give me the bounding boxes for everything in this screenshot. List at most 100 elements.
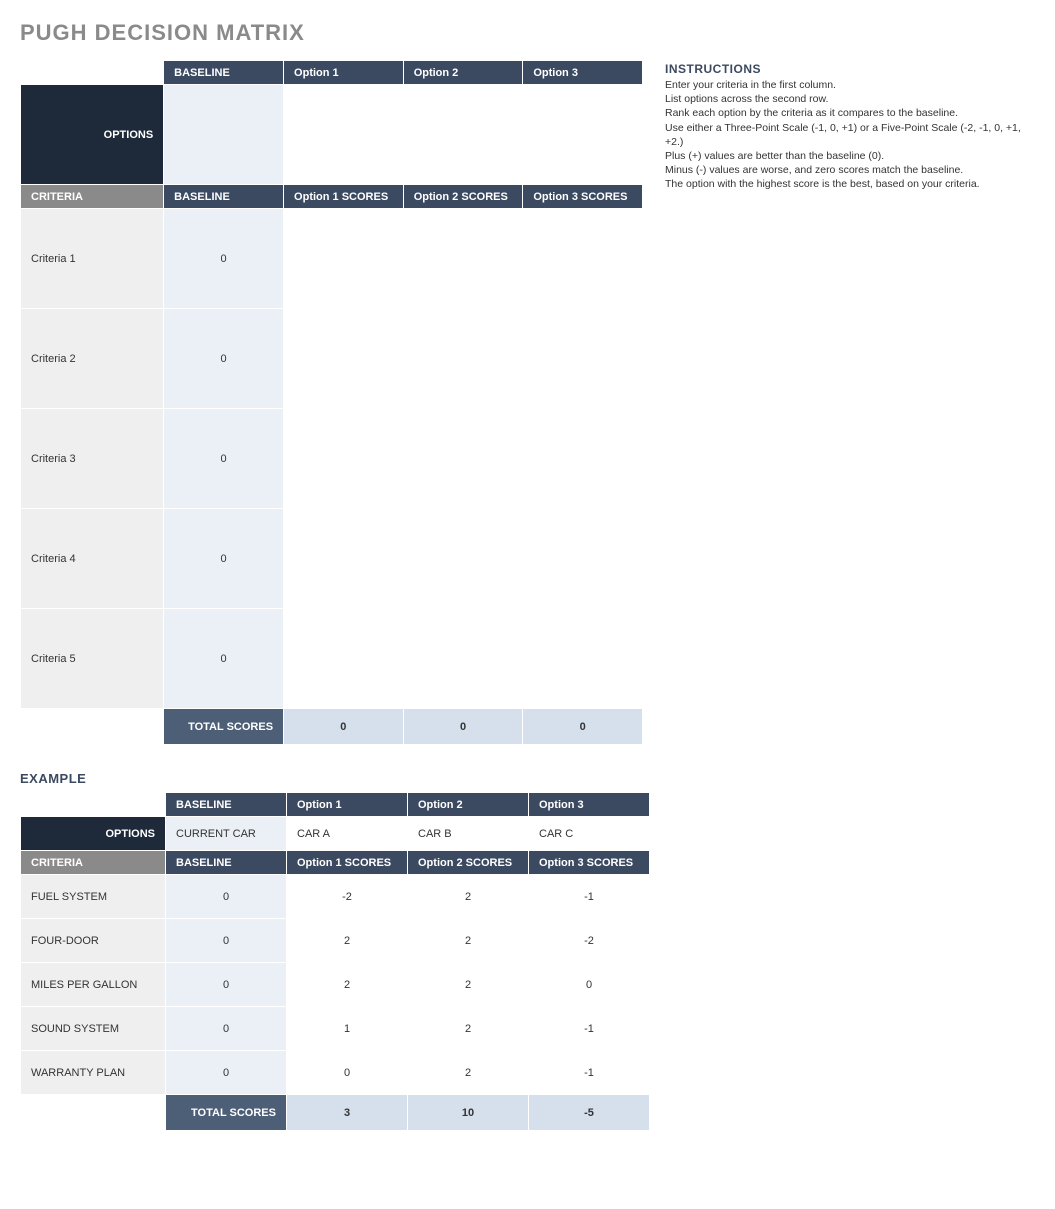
ex-criteria-baseline: 0 [166, 1007, 287, 1051]
criteria-label[interactable]: Criteria 1 [21, 209, 164, 309]
ex-criteria-score: -1 [529, 875, 650, 919]
ex-option-value-1: CAR A [287, 817, 408, 851]
blank-cell [21, 61, 164, 85]
criteria-score[interactable] [403, 609, 523, 709]
criteria-baseline: 0 [164, 309, 284, 409]
ex-option-value-3: CAR C [529, 817, 650, 851]
ex-criteria-baseline: 0 [166, 963, 287, 1007]
instructions-line: The option with the highest score is the… [665, 177, 1035, 191]
instructions-panel: INSTRUCTIONS Enter your criteria in the … [665, 62, 1035, 191]
blank-cell [21, 793, 166, 817]
criteria-label[interactable]: Criteria 5 [21, 609, 164, 709]
ex-score-header-2: Option 2 SCORES [408, 851, 529, 875]
criteria-score[interactable] [284, 409, 404, 509]
criteria-header: CRITERIA [21, 185, 164, 209]
criteria-score[interactable] [403, 209, 523, 309]
criteria-score[interactable] [523, 509, 643, 609]
criteria-score[interactable] [403, 309, 523, 409]
main-matrix: BASELINE Option 1 Option 2 Option 3 OPTI… [20, 60, 643, 745]
ex-criteria-score: 0 [287, 1051, 408, 1095]
ex-options-label: OPTIONS [21, 817, 166, 851]
ex-criteria-score: 1 [287, 1007, 408, 1051]
option-value-2[interactable] [403, 85, 523, 185]
ex-criteria-score: -2 [529, 919, 650, 963]
ex-total-3: -5 [529, 1095, 650, 1131]
total-2: 0 [403, 709, 523, 745]
score-header-baseline: BASELINE [164, 185, 284, 209]
criteria-label[interactable]: Criteria 4 [21, 509, 164, 609]
option-value-baseline[interactable] [164, 85, 284, 185]
ex-criteria-score: -2 [287, 875, 408, 919]
ex-criteria-score: 2 [408, 1051, 529, 1095]
ex-score-header-baseline: BASELINE [166, 851, 287, 875]
ex-criteria-score: 2 [408, 919, 529, 963]
ex-score-header-3: Option 3 SCORES [529, 851, 650, 875]
criteria-label[interactable]: Criteria 3 [21, 409, 164, 509]
page-title: PUGH DECISION MATRIX [20, 20, 1035, 46]
totals-label: TOTAL SCORES [164, 709, 284, 745]
instructions-line: Use either a Three-Point Scale (-1, 0, +… [665, 121, 1035, 149]
ex-header-baseline: BASELINE [166, 793, 287, 817]
header-option-1: Option 1 [284, 61, 404, 85]
instructions-line: List options across the second row. [665, 92, 1035, 106]
ex-total-1: 3 [287, 1095, 408, 1131]
criteria-score[interactable] [403, 509, 523, 609]
ex-criteria-label: FUEL SYSTEM [21, 875, 166, 919]
ex-criteria-label: SOUND SYSTEM [21, 1007, 166, 1051]
header-baseline: BASELINE [164, 61, 284, 85]
criteria-score[interactable] [284, 509, 404, 609]
instructions-line: Rank each option by the criteria as it c… [665, 106, 1035, 120]
instructions-line: Minus (-) values are worse, and zero sco… [665, 163, 1035, 177]
ex-criteria-score: 0 [529, 963, 650, 1007]
total-1: 0 [284, 709, 404, 745]
example-matrix: BASELINE Option 1 Option 2 Option 3 OPTI… [20, 792, 650, 1131]
ex-criteria-header: CRITERIA [21, 851, 166, 875]
score-header-1: Option 1 SCORES [284, 185, 404, 209]
ex-criteria-score: 2 [287, 963, 408, 1007]
ex-criteria-score: -1 [529, 1051, 650, 1095]
option-value-3[interactable] [523, 85, 643, 185]
ex-header-option-2: Option 2 [408, 793, 529, 817]
ex-criteria-baseline: 0 [166, 1051, 287, 1095]
criteria-score[interactable] [523, 409, 643, 509]
criteria-baseline: 0 [164, 609, 284, 709]
ex-criteria-label: MILES PER GALLON [21, 963, 166, 1007]
criteria-baseline: 0 [164, 209, 284, 309]
criteria-label[interactable]: Criteria 2 [21, 309, 164, 409]
instructions-heading: INSTRUCTIONS [665, 62, 1035, 76]
criteria-score[interactable] [523, 209, 643, 309]
example-heading: EXAMPLE [20, 771, 1035, 786]
ex-option-value-baseline: CURRENT CAR [166, 817, 287, 851]
ex-totals-label: TOTAL SCORES [166, 1095, 287, 1131]
instructions-line: Plus (+) values are better than the base… [665, 149, 1035, 163]
ex-criteria-score: 2 [287, 919, 408, 963]
ex-total-2: 10 [408, 1095, 529, 1131]
criteria-score[interactable] [403, 409, 523, 509]
blank-cell [21, 1095, 166, 1131]
score-header-3: Option 3 SCORES [523, 185, 643, 209]
blank-cell [21, 709, 164, 745]
total-3: 0 [523, 709, 643, 745]
criteria-score[interactable] [523, 309, 643, 409]
ex-criteria-baseline: 0 [166, 919, 287, 963]
ex-score-header-1: Option 1 SCORES [287, 851, 408, 875]
ex-criteria-score: 2 [408, 875, 529, 919]
ex-criteria-label: WARRANTY PLAN [21, 1051, 166, 1095]
criteria-score[interactable] [284, 309, 404, 409]
criteria-baseline: 0 [164, 509, 284, 609]
score-header-2: Option 2 SCORES [403, 185, 523, 209]
ex-criteria-label: FOUR-DOOR [21, 919, 166, 963]
ex-option-value-2: CAR B [408, 817, 529, 851]
instructions-line: Enter your criteria in the first column. [665, 78, 1035, 92]
criteria-score[interactable] [284, 209, 404, 309]
criteria-score[interactable] [523, 609, 643, 709]
criteria-score[interactable] [284, 609, 404, 709]
header-option-2: Option 2 [403, 61, 523, 85]
option-value-1[interactable] [284, 85, 404, 185]
ex-header-option-3: Option 3 [529, 793, 650, 817]
ex-header-option-1: Option 1 [287, 793, 408, 817]
criteria-baseline: 0 [164, 409, 284, 509]
options-label: OPTIONS [21, 85, 164, 185]
ex-criteria-baseline: 0 [166, 875, 287, 919]
ex-criteria-score: 2 [408, 1007, 529, 1051]
